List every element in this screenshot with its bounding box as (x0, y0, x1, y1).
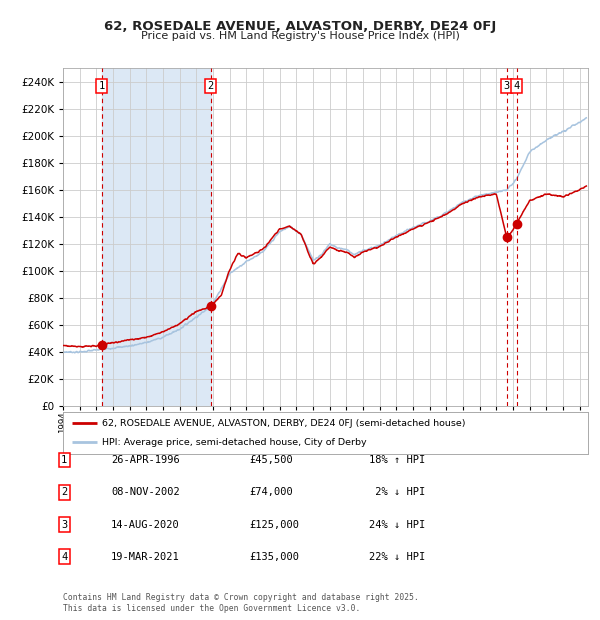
Text: 62, ROSEDALE AVENUE, ALVASTON, DERBY, DE24 0FJ (semi-detached house): 62, ROSEDALE AVENUE, ALVASTON, DERBY, DE… (103, 418, 466, 428)
Bar (101, 68, 211, 406)
Text: £125,000: £125,000 (249, 520, 299, 529)
Text: 3: 3 (61, 520, 67, 529)
Text: 2% ↓ HPI: 2% ↓ HPI (369, 487, 425, 497)
Text: 1: 1 (61, 455, 67, 465)
Text: Contains HM Land Registry data © Crown copyright and database right 2025.
This d: Contains HM Land Registry data © Crown c… (63, 593, 419, 613)
Text: 3: 3 (503, 81, 510, 91)
Text: 08-NOV-2002: 08-NOV-2002 (111, 487, 180, 497)
Text: HPI: Average price, semi-detached house, City of Derby: HPI: Average price, semi-detached house,… (103, 438, 367, 447)
Text: 24% ↓ HPI: 24% ↓ HPI (369, 520, 425, 529)
Text: 2: 2 (61, 487, 67, 497)
Text: 18% ↑ HPI: 18% ↑ HPI (369, 455, 425, 465)
Text: £135,000: £135,000 (249, 552, 299, 562)
Text: £45,500: £45,500 (249, 455, 293, 465)
Text: 22% ↓ HPI: 22% ↓ HPI (369, 552, 425, 562)
Text: 2: 2 (208, 81, 214, 91)
Text: £74,000: £74,000 (249, 487, 293, 497)
Text: 14-AUG-2020: 14-AUG-2020 (111, 520, 180, 529)
Text: 26-APR-1996: 26-APR-1996 (111, 455, 180, 465)
Text: 62, ROSEDALE AVENUE, ALVASTON, DERBY, DE24 0FJ: 62, ROSEDALE AVENUE, ALVASTON, DERBY, DE… (104, 20, 496, 33)
Text: 4: 4 (61, 552, 67, 562)
Text: Price paid vs. HM Land Registry's House Price Index (HPI): Price paid vs. HM Land Registry's House … (140, 31, 460, 41)
Text: 19-MAR-2021: 19-MAR-2021 (111, 552, 180, 562)
Text: 1: 1 (98, 81, 105, 91)
Text: 4: 4 (514, 81, 520, 91)
